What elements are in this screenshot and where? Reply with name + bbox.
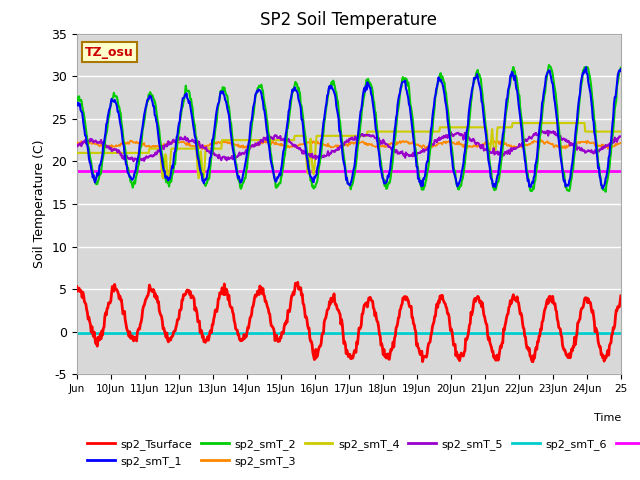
Legend: sp2_Tsurface, sp2_smT_1, sp2_smT_2, sp2_smT_3, sp2_smT_4, sp2_smT_5, sp2_smT_6, : sp2_Tsurface, sp2_smT_1, sp2_smT_2, sp2_…	[83, 435, 640, 471]
Title: SP2 Soil Temperature: SP2 Soil Temperature	[260, 11, 437, 29]
Text: Time: Time	[593, 413, 621, 423]
Text: TZ_osu: TZ_osu	[85, 46, 134, 59]
Y-axis label: Soil Temperature (C): Soil Temperature (C)	[33, 140, 45, 268]
